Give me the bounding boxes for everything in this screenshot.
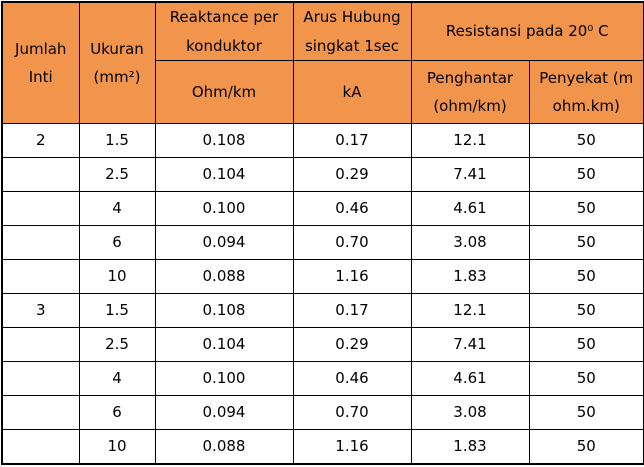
table-cell: 0.29 xyxy=(292,157,412,192)
table-cell: 50 xyxy=(528,157,644,192)
table-cell: 0.088 xyxy=(154,429,294,464)
table-row: 2.5 0.104 0.29 7.41 50 xyxy=(1,327,644,362)
table-cell: 50 xyxy=(528,225,644,260)
table-cell: 0.70 xyxy=(292,225,412,260)
table-cell: 1.16 xyxy=(292,259,412,294)
table-cell xyxy=(1,259,80,294)
header-arus-unit: kA xyxy=(292,60,412,124)
table-cell: 7.41 xyxy=(410,327,530,362)
table-cell: 0.104 xyxy=(154,157,294,192)
table-cell xyxy=(1,429,80,464)
table-cell: 0.104 xyxy=(154,327,294,362)
header-reaktance-unit: Ohm/km xyxy=(154,60,294,124)
table-cell: 12.1 xyxy=(410,293,530,328)
table-cell: 3.08 xyxy=(410,225,530,260)
table-row: 10 0.088 1.16 1.83 50 xyxy=(1,259,644,294)
header-ukuran: Ukuran (mm²) xyxy=(78,1,156,124)
table-cell: 50 xyxy=(528,361,644,396)
table-cell: 50 xyxy=(528,191,644,226)
table-cell: 4 xyxy=(78,361,156,396)
header-jumlah-inti: Jumlah Inti xyxy=(1,1,80,124)
table-cell xyxy=(1,225,80,260)
table-cell xyxy=(1,157,80,192)
table-row: 6 0.094 0.70 3.08 50 xyxy=(1,395,644,430)
table-cell xyxy=(1,395,80,430)
table-cell: 1.16 xyxy=(292,429,412,464)
table-cell: 50 xyxy=(528,327,644,362)
table-cell: 1.5 xyxy=(78,293,156,328)
table-cell: 0.46 xyxy=(292,361,412,396)
table-row: 4 0.100 0.46 4.61 50 xyxy=(1,361,644,396)
table-header: Jumlah Inti Ukuran (mm²) Reaktance per k… xyxy=(1,1,644,124)
table-row: 6 0.094 0.70 3.08 50 xyxy=(1,225,644,260)
table-cell: 50 xyxy=(528,259,644,294)
table-cell: 7.41 xyxy=(410,157,530,192)
table-cell: 50 xyxy=(528,123,644,158)
table-body: 2 1.5 0.108 0.17 12.1 50 2.5 0.104 0.29 7.41 50 4 0.… xyxy=(1,123,644,464)
table-cell: 0.17 xyxy=(292,293,412,328)
table-cell: 1.83 xyxy=(410,429,530,464)
table-cell: 0.100 xyxy=(154,191,294,226)
table-cell: 6 xyxy=(78,395,156,430)
table-cell: 0.094 xyxy=(154,395,294,430)
table-cell: 1.5 xyxy=(78,123,156,158)
table-cell xyxy=(1,191,80,226)
table-row: 3 1.5 0.108 0.17 12.1 50 xyxy=(1,293,644,328)
table-cell: 4 xyxy=(78,191,156,226)
table-cell: 1.83 xyxy=(410,259,530,294)
table-cell: 50 xyxy=(528,429,644,464)
table-cell: 3.08 xyxy=(410,395,530,430)
table-cell: 2.5 xyxy=(78,157,156,192)
header-penghantar: Penghantar (ohm/km) xyxy=(410,60,530,124)
table-cell: 12.1 xyxy=(410,123,530,158)
table-cell xyxy=(1,361,80,396)
table-cell: 4.61 xyxy=(410,361,530,396)
header-penyekat: Penyekat (m ohm.km) xyxy=(528,60,644,124)
table-cell: 50 xyxy=(528,395,644,430)
table-cell xyxy=(1,327,80,362)
table-cell: 0.094 xyxy=(154,225,294,260)
table-cell: 0.108 xyxy=(154,123,294,158)
table-cell: 0.088 xyxy=(154,259,294,294)
header-reaktance: Reaktance per konduktor xyxy=(154,1,294,61)
header-arus-hubung: Arus Hubung singkat 1sec xyxy=(292,1,412,61)
header-row-2: Ohm/km kA Penghantar (ohm/km) Penyekat (… xyxy=(2,60,644,124)
table-cell: 2 xyxy=(1,123,80,158)
table-cell: 0.29 xyxy=(292,327,412,362)
table-cell: 0.17 xyxy=(292,123,412,158)
table-row: 2.5 0.104 0.29 7.41 50 xyxy=(1,157,644,192)
table-row: 4 0.100 0.46 4.61 50 xyxy=(1,191,644,226)
table-cell: 0.100 xyxy=(154,361,294,396)
table-row: 2 1.5 0.108 0.17 12.1 50 xyxy=(1,123,644,158)
table-cell: 10 xyxy=(78,259,156,294)
table-row: 10 0.088 1.16 1.83 50 xyxy=(1,429,644,464)
table-cell: 4.61 xyxy=(410,191,530,226)
table-cell: 3 xyxy=(1,293,80,328)
header-row-1: Jumlah Inti Ukuran (mm²) Reaktance per k… xyxy=(1,1,644,124)
table-cell: 2.5 xyxy=(78,327,156,362)
table-cell: 0.70 xyxy=(292,395,412,430)
table-cell: 50 xyxy=(528,293,644,328)
table-cell: 0.46 xyxy=(292,191,412,226)
table-cell: 10 xyxy=(78,429,156,464)
table-cell: 6 xyxy=(78,225,156,260)
table-cell: 0.108 xyxy=(154,293,294,328)
header-resistansi: Resistansi pada 20⁰ C xyxy=(410,1,644,61)
